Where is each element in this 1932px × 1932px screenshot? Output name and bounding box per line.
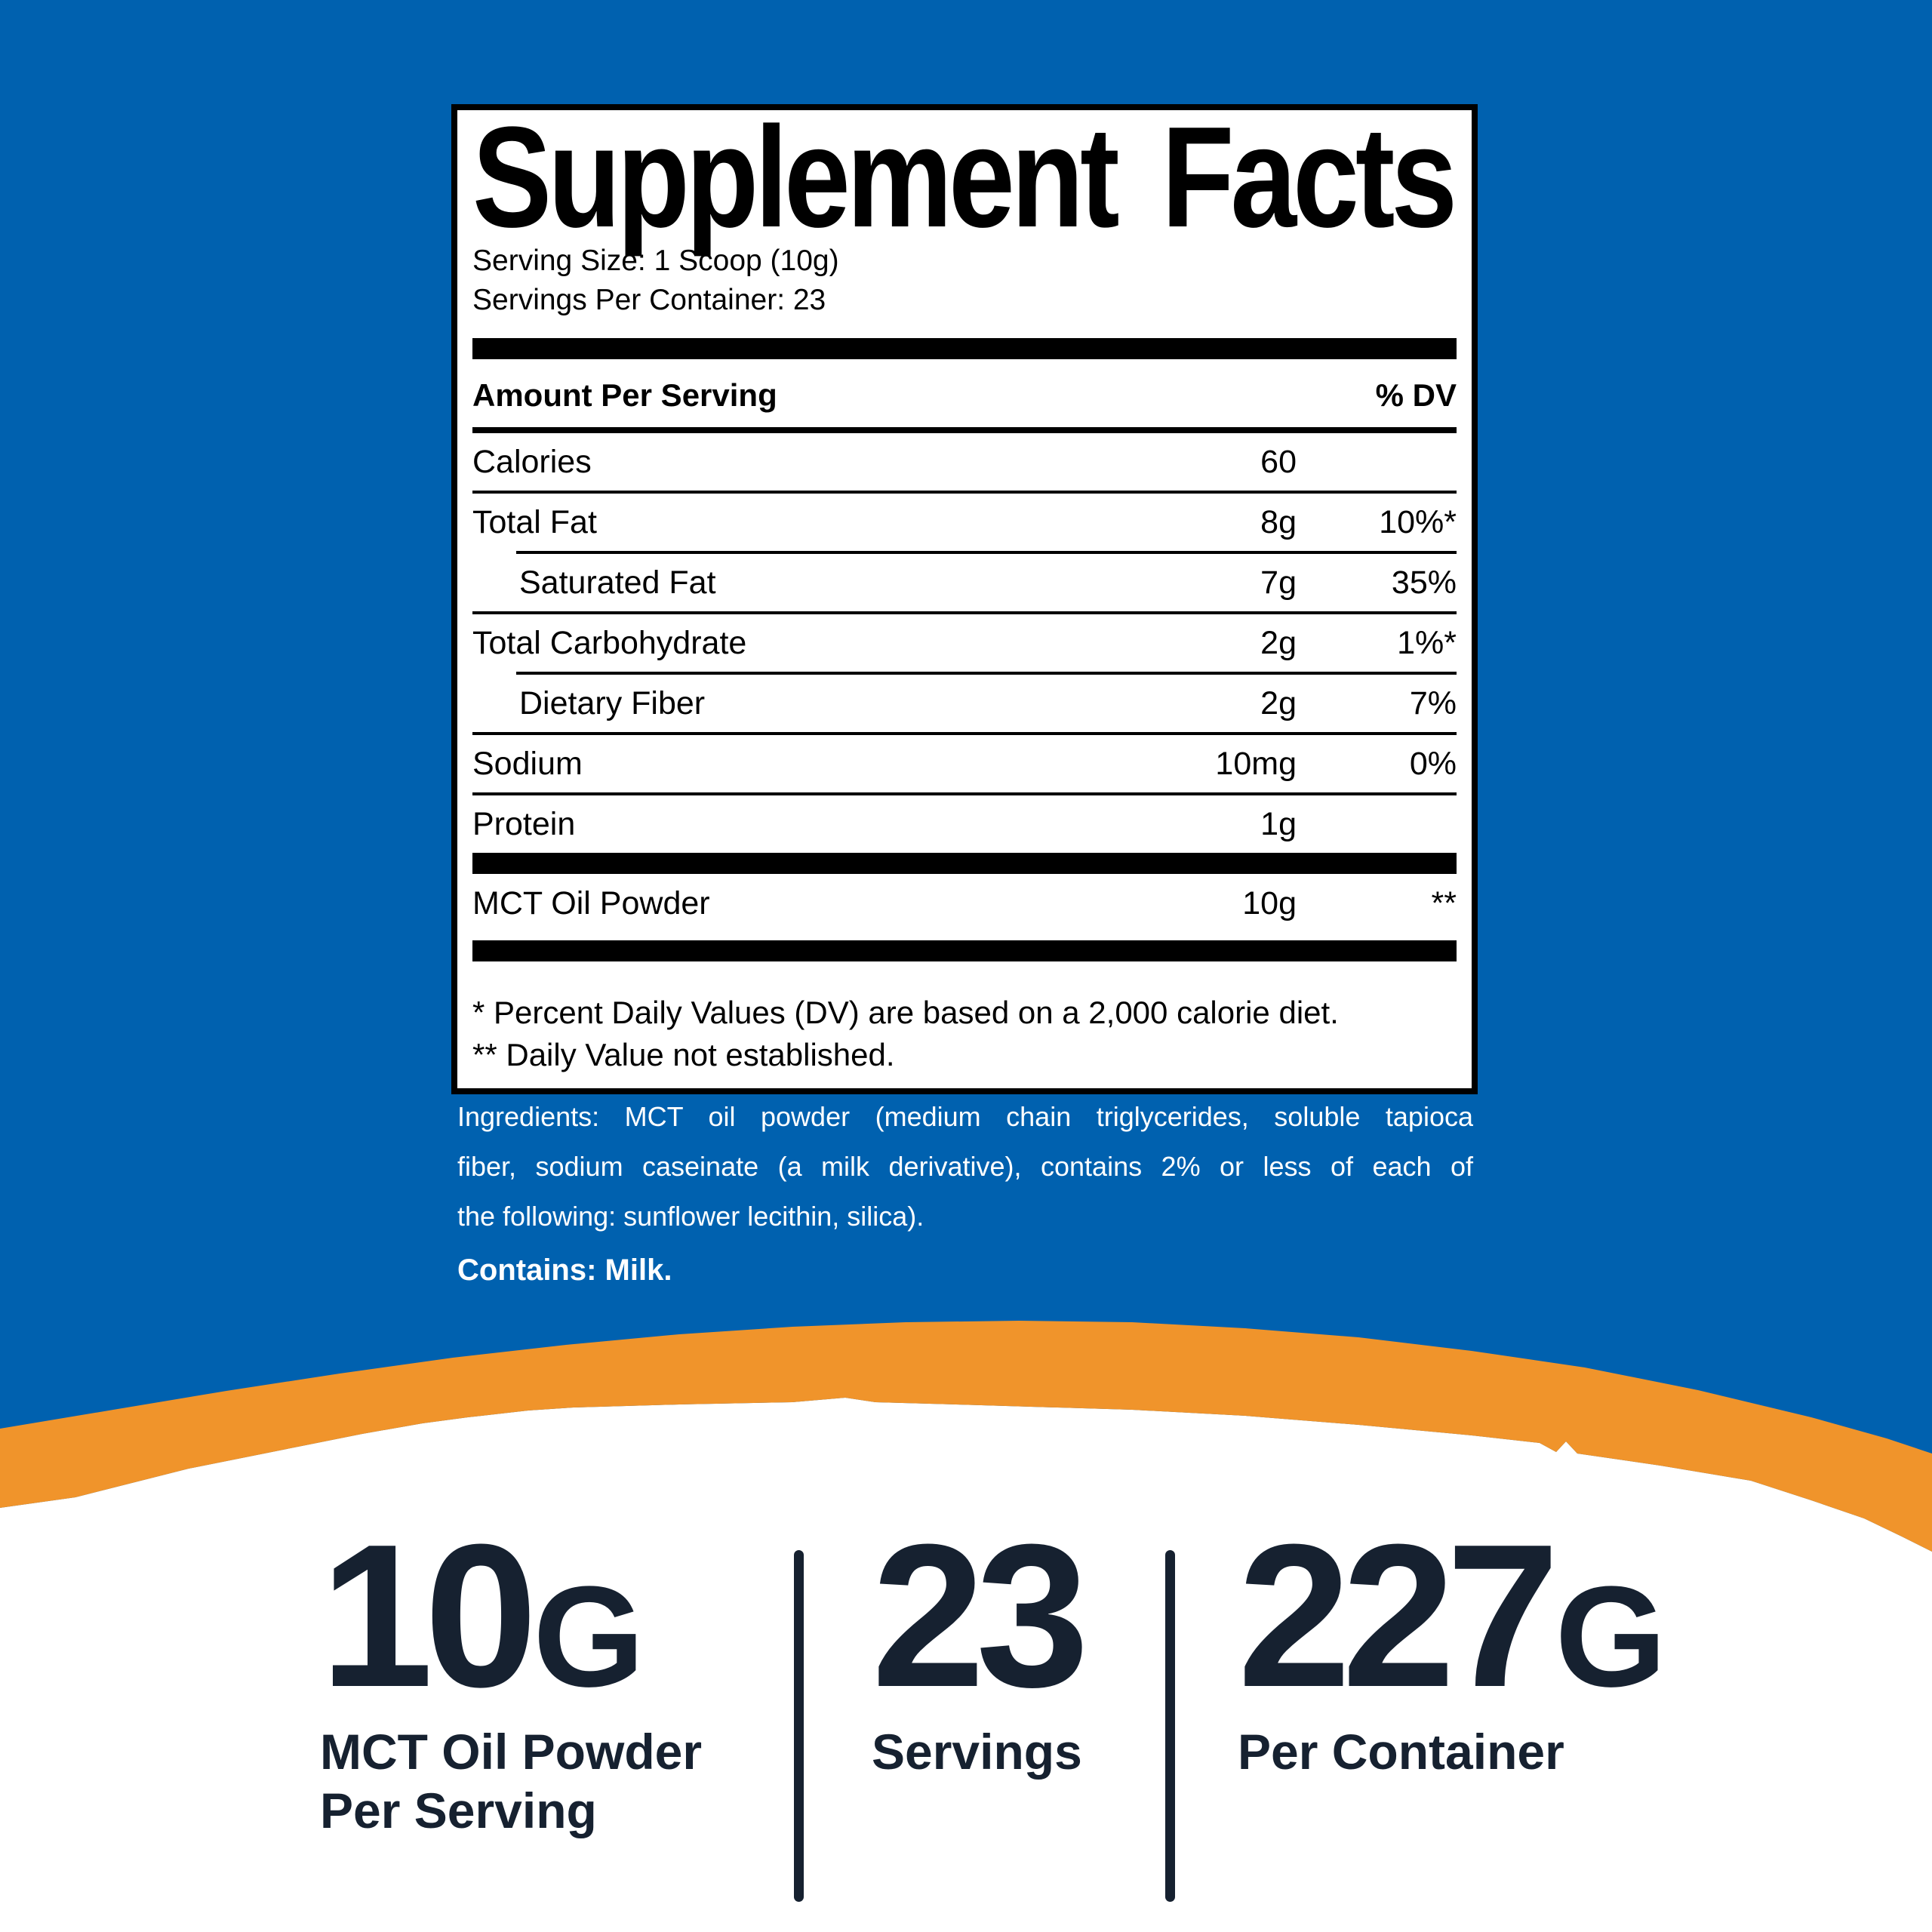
row-separator	[472, 792, 1457, 795]
nutrient-amount: 10mg	[1215, 745, 1297, 782]
nutrient-dv: **	[1431, 884, 1457, 921]
supplement-facts-panel: Supplement Facts Serving Size: 1 Scoop (…	[451, 104, 1478, 1094]
stat-label: MCT Oil Powder Per Serving	[320, 1722, 702, 1840]
stat-amount-per-serving: 10 G	[320, 1515, 645, 1718]
stat-label-line: MCT Oil Powder	[320, 1724, 703, 1780]
stat-unit: G	[533, 1557, 645, 1717]
stat-label-line: Servings	[872, 1724, 1082, 1780]
stat-divider	[1165, 1550, 1175, 1902]
stat-label-line: Per Container	[1238, 1724, 1564, 1780]
stat-divider	[794, 1550, 804, 1902]
table-header: Amount Per Serving % DV	[472, 374, 1457, 417]
swoosh-graphic	[0, 1321, 1932, 1630]
stat-label: Per Container	[1238, 1722, 1564, 1781]
nutrient-amount: 7g	[1260, 564, 1297, 601]
nutrient-name: Saturated Fat	[519, 564, 716, 601]
row-separator	[472, 491, 1457, 494]
ingredients-line: fiber, sodium caseinate (a milk derivati…	[457, 1151, 1473, 1182]
nutrient-amount: 2g	[1260, 685, 1297, 721]
nutrient-amount: 8g	[1260, 503, 1297, 540]
orange-brush-stroke	[0, 1321, 1932, 1552]
row-separator	[516, 672, 1457, 675]
nutrient-dv: 1%*	[1397, 624, 1457, 661]
nutrient-amount: 2g	[1260, 624, 1297, 661]
footnotes: * Percent Daily Values (DV) are based on…	[472, 992, 1457, 1076]
footnote-dv: * Percent Daily Values (DV) are based on…	[472, 995, 1339, 1030]
allergen-statement: Contains: Milk.	[457, 1254, 672, 1287]
stat-unit: G	[1555, 1557, 1667, 1717]
ingredients-line: the following: sunflower lecithin, silic…	[457, 1201, 924, 1232]
nutrient-name: MCT Oil Powder	[472, 884, 710, 921]
header-percent-dv: % DV	[1375, 377, 1457, 413]
stat-value: 23	[872, 1503, 1089, 1730]
panel-title: Supplement Facts	[472, 97, 1457, 257]
stat-value: 227	[1238, 1503, 1559, 1730]
nutrient-dv: 0%	[1409, 745, 1457, 782]
nutrient-name: Total Carbohydrate	[472, 624, 747, 661]
nutrient-amount: 1g	[1260, 805, 1297, 842]
white-area	[0, 1398, 1932, 1630]
nutrient-dv: 7%	[1409, 685, 1457, 721]
nutrient-dv: 35%	[1391, 564, 1457, 601]
nutrient-name: Protein	[472, 805, 576, 842]
serving-size: Serving Size: 1 Scoop (10g)	[472, 245, 839, 277]
thin-divider-bar	[472, 427, 1457, 433]
nutrient-name: Dietary Fiber	[519, 685, 706, 721]
footnote-not-established: ** Daily Value not established.	[472, 1037, 895, 1072]
table-row: Total Fat 8g 10%*	[472, 494, 1457, 551]
thick-divider-bar	[472, 940, 1457, 961]
nutrient-name: Total Fat	[472, 503, 597, 540]
nutrient-dv: 10%*	[1379, 503, 1457, 540]
servings-per-container: Servings Per Container: 23	[472, 284, 826, 316]
stat-label: Servings	[872, 1722, 1082, 1781]
stat-value: 10	[320, 1503, 537, 1730]
ingredients-block: Ingredients: MCT oil powder (medium chai…	[457, 1092, 1473, 1293]
row-separator	[472, 611, 1457, 614]
row-separator	[472, 732, 1457, 735]
nutrient-name: Calories	[472, 443, 592, 480]
table-row: Protein 1g	[472, 795, 1457, 853]
thick-divider-bar	[472, 853, 1457, 874]
table-row: Dietary Fiber 2g 7%	[472, 675, 1457, 732]
stat-per-container: 227 G	[1238, 1515, 1666, 1718]
nutrient-amount: 10g	[1242, 884, 1297, 921]
table-row: Total Carbohydrate 2g 1%*	[472, 614, 1457, 672]
table-row: Saturated Fat 7g 35%	[472, 554, 1457, 611]
nutrient-name: Sodium	[472, 745, 583, 782]
ingredients-line: Ingredients: MCT oil powder (medium chai…	[457, 1101, 1473, 1132]
row-separator	[516, 551, 1457, 554]
table-row: Sodium 10mg 0%	[472, 735, 1457, 792]
stat-label-line: Per Serving	[320, 1783, 597, 1838]
table-row: MCT Oil Powder 10g **	[472, 874, 1457, 933]
nutrient-amount: 60	[1260, 443, 1297, 480]
header-amount-per-serving: Amount Per Serving	[472, 377, 777, 413]
table-row: Calories 60	[472, 433, 1457, 491]
stat-servings: 23	[872, 1503, 1089, 1730]
thick-divider-bar	[472, 338, 1457, 359]
